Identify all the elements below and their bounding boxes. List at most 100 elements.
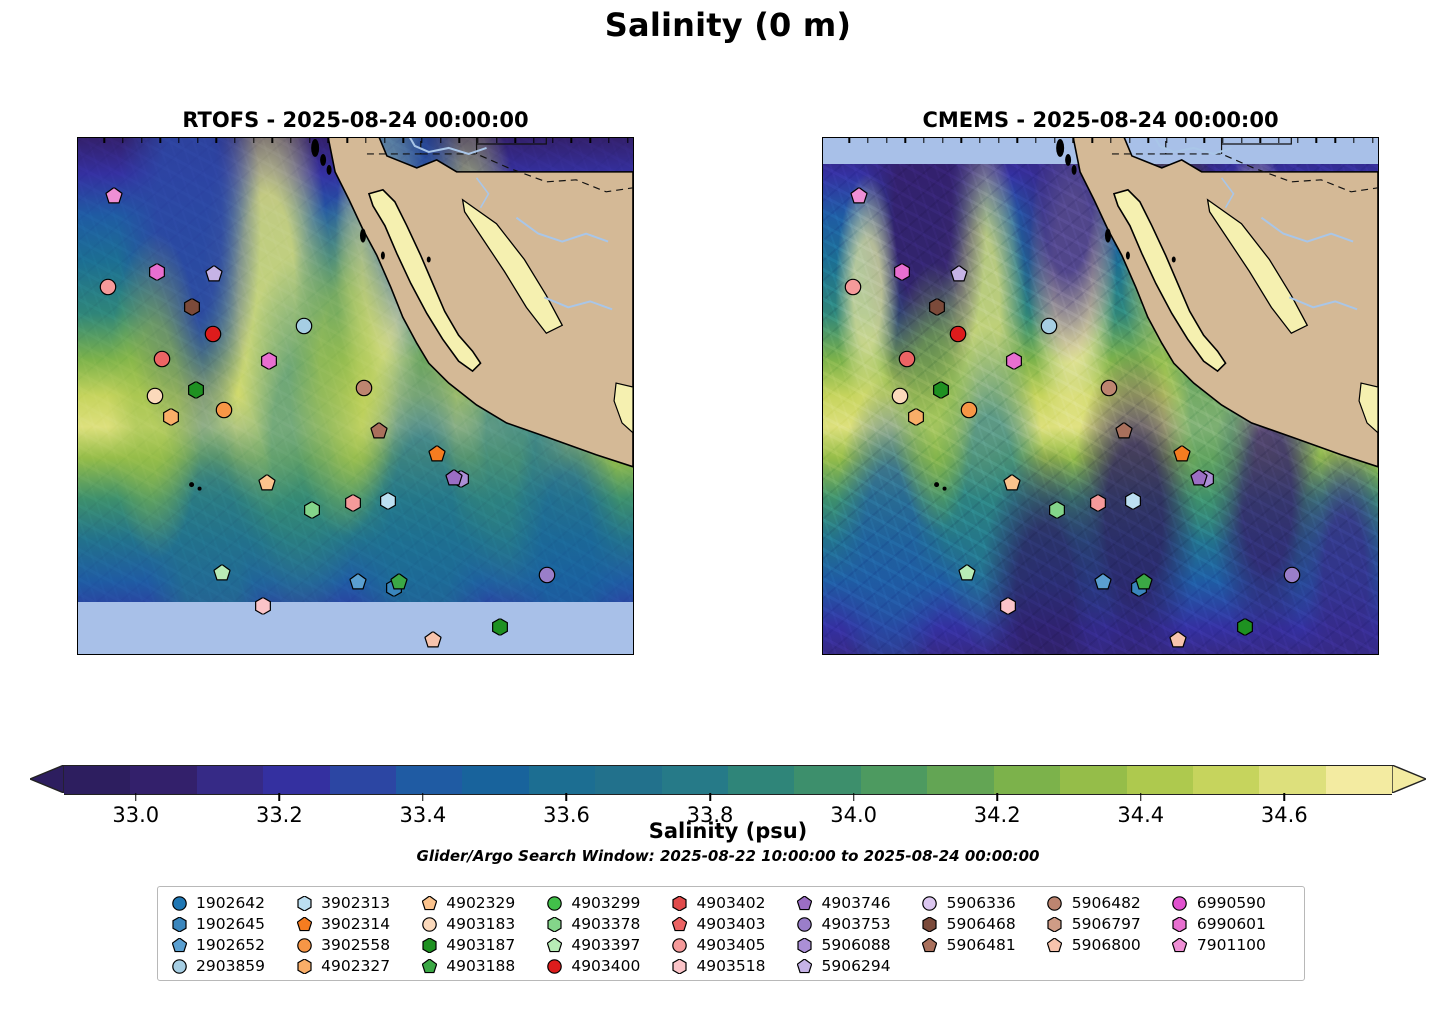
argo-float-marker[interactable]	[932, 381, 949, 399]
argo-float-marker[interactable]	[898, 350, 916, 368]
argo-float-marker[interactable]	[205, 265, 223, 282]
legend-item[interactable]: 5906800	[1044, 936, 1169, 954]
legend-item[interactable]: 3902558	[293, 936, 418, 954]
argo-float-marker[interactable]	[146, 387, 163, 405]
lon-tick-top	[1184, 138, 1187, 143]
argo-float-marker[interactable]	[929, 298, 946, 316]
argo-float-marker[interactable]	[1089, 494, 1106, 512]
argo-float-marker[interactable]	[1135, 573, 1153, 591]
argo-float-marker[interactable]	[258, 474, 276, 492]
argo-float-marker[interactable]	[538, 566, 556, 583]
argo-float-marker[interactable]	[1169, 631, 1187, 649]
argo-float-marker[interactable]	[105, 187, 122, 205]
lat-tick	[77, 221, 78, 223]
argo-float-marker[interactable]	[153, 350, 171, 368]
argo-float-marker[interactable]	[428, 445, 446, 463]
legend-item[interactable]: 3902314	[293, 915, 418, 933]
legend-item[interactable]: 1902652	[168, 936, 293, 954]
lon-tick-minor	[421, 654, 423, 655]
argo-float-marker[interactable]	[1100, 379, 1118, 397]
argo-float-marker[interactable]	[380, 492, 397, 510]
argo-float-marker[interactable]	[295, 317, 313, 335]
legend-item[interactable]: 4903188	[418, 957, 543, 975]
legend-item[interactable]: 4902327	[293, 957, 418, 975]
legend-item[interactable]: 4903397	[543, 936, 668, 954]
argo-float-marker[interactable]	[424, 631, 442, 649]
argo-float-marker[interactable]	[99, 279, 117, 296]
argo-float-marker[interactable]	[187, 381, 204, 399]
legend-item[interactable]: 6990601	[1169, 915, 1294, 933]
argo-float-marker[interactable]	[445, 469, 463, 486]
argo-float-marker[interactable]	[148, 263, 165, 281]
argo-float-marker[interactable]	[1005, 352, 1022, 370]
lon-tick	[1129, 654, 1131, 655]
argo-float-marker[interactable]	[1040, 317, 1058, 335]
argo-float-marker[interactable]	[303, 501, 320, 519]
argo-float-marker[interactable]	[1283, 566, 1301, 583]
argo-float-marker[interactable]	[255, 597, 272, 615]
argo-float-marker[interactable]	[1000, 597, 1017, 615]
legend-item[interactable]: 5906088	[794, 936, 919, 954]
legend-item[interactable]: 4903403	[668, 915, 793, 933]
argo-float-marker[interactable]	[184, 298, 201, 316]
legend-item[interactable]: 4902329	[418, 894, 543, 912]
legend-item[interactable]: 4903400	[543, 957, 668, 975]
argo-float-marker[interactable]	[163, 408, 180, 426]
legend-item[interactable]: 6990590	[1169, 894, 1294, 912]
legend-item[interactable]: 2903859	[168, 957, 293, 975]
map-frame-rtofs[interactable]: 33°N30°N27°N24°N21°N18°N15°N12°N9°N126°W…	[77, 137, 634, 655]
lon-tick-top	[1371, 138, 1374, 143]
argo-float-marker[interactable]	[949, 325, 966, 343]
argo-float-marker[interactable]	[344, 494, 361, 512]
legend-item[interactable]: 4903183	[418, 915, 543, 933]
argo-float-marker[interactable]	[1115, 422, 1133, 439]
legend-label: 3902314	[321, 915, 391, 933]
legend-item[interactable]: 5906482	[1044, 894, 1169, 912]
argo-float-marker[interactable]	[492, 618, 509, 636]
legend-item[interactable]: 7901100	[1169, 936, 1294, 954]
argo-float-marker[interactable]	[1094, 573, 1112, 591]
argo-float-marker[interactable]	[215, 401, 233, 418]
lon-tick-top	[904, 138, 906, 143]
legend-item[interactable]: 5906797	[1044, 915, 1169, 933]
colorbar-segment	[595, 766, 662, 794]
argo-float-marker[interactable]	[960, 401, 978, 418]
argo-float-marker[interactable]	[850, 187, 867, 205]
legend-item[interactable]: 4903378	[543, 915, 668, 933]
legend-item[interactable]: 4903299	[543, 894, 668, 912]
argo-float-marker[interactable]	[213, 564, 231, 581]
argo-float-marker[interactable]	[1003, 474, 1021, 492]
argo-float-marker[interactable]	[891, 387, 908, 405]
legend-item[interactable]: 4903746	[794, 894, 919, 912]
argo-float-marker[interactable]	[390, 573, 408, 591]
legend-item[interactable]: 4903187	[418, 936, 543, 954]
map-frame-cmems[interactable]: 33°N30°N27°N24°N21°N18°N15°N12°N9°N126°W…	[822, 137, 1379, 655]
argo-float-marker[interactable]	[260, 352, 277, 370]
argo-float-marker[interactable]	[950, 265, 968, 282]
legend-item[interactable]: 4903402	[668, 894, 793, 912]
legend-item[interactable]: 5906336	[919, 894, 1044, 912]
legend-item[interactable]: 5906294	[794, 957, 919, 975]
legend-item[interactable]: 1902645	[168, 915, 293, 933]
argo-float-marker[interactable]	[958, 564, 976, 581]
legend-item[interactable]: 4903753	[794, 915, 919, 933]
argo-float-marker[interactable]	[355, 379, 373, 397]
argo-float-marker[interactable]	[370, 422, 388, 439]
legend-item[interactable]: 5906468	[919, 915, 1044, 933]
legend-item[interactable]: 4903405	[668, 936, 793, 954]
argo-float-marker[interactable]	[349, 573, 367, 591]
legend-item[interactable]: 5906481	[919, 936, 1044, 954]
legend-item[interactable]: 1902642	[168, 894, 293, 912]
argo-float-marker[interactable]	[204, 325, 221, 343]
legend-item[interactable]: 3902313	[293, 894, 418, 912]
argo-float-marker[interactable]	[893, 263, 910, 281]
argo-float-marker[interactable]	[1048, 501, 1065, 519]
argo-float-marker[interactable]	[1237, 618, 1254, 636]
argo-float-marker[interactable]	[844, 279, 862, 296]
argo-float-marker[interactable]	[1125, 492, 1142, 510]
argo-float-marker[interactable]	[1190, 469, 1208, 486]
argo-float-marker[interactable]	[1173, 445, 1191, 463]
legend-marker-hexagon-icon	[668, 895, 690, 911]
argo-float-marker[interactable]	[908, 408, 925, 426]
legend-item[interactable]: 4903518	[668, 957, 793, 975]
